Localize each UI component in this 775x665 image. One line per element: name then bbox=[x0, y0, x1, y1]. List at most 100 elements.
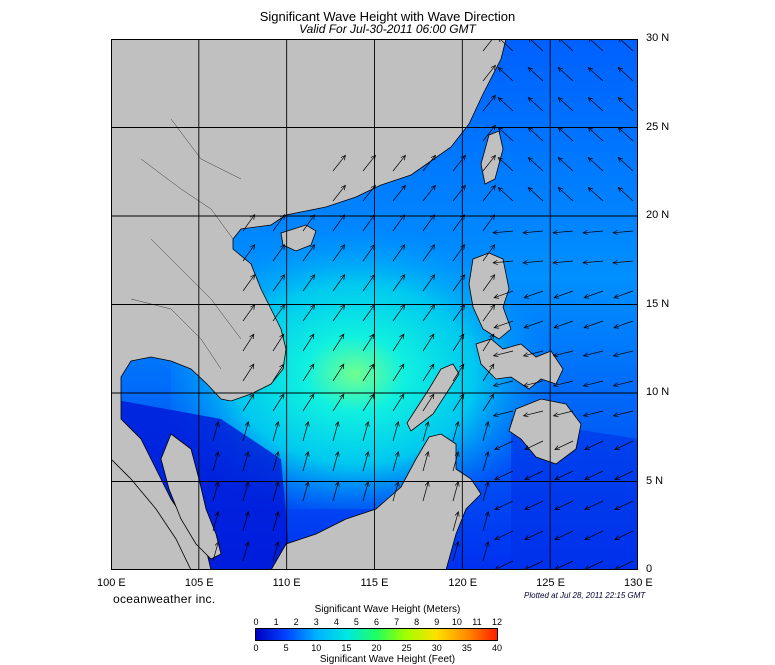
direction-arrow bbox=[392, 214, 406, 232]
direction-arrow bbox=[362, 420, 370, 442]
colorbar-feet-tick: 30 bbox=[431, 643, 442, 653]
colorbar-feet-tick: 35 bbox=[461, 643, 472, 653]
direction-arrow bbox=[272, 244, 286, 262]
direction-arrow bbox=[524, 440, 544, 450]
direction-arrow bbox=[583, 290, 604, 299]
colorbar-meter-tick: 0 bbox=[253, 617, 259, 627]
lat-lon-grid bbox=[111, 39, 638, 570]
direction-arrow bbox=[452, 480, 460, 502]
direction-arrow bbox=[617, 96, 634, 112]
direction-arrow bbox=[557, 66, 574, 82]
colorbar-meter-tick: 1 bbox=[273, 617, 279, 627]
direction-arrow bbox=[617, 126, 634, 142]
direction-arrow bbox=[362, 480, 370, 502]
direction-arrow bbox=[552, 350, 574, 358]
direction-arrow bbox=[362, 274, 376, 292]
direction-arrow bbox=[614, 470, 634, 480]
brand-logo-text: oceanweather inc. bbox=[113, 592, 216, 606]
direction-arrow bbox=[332, 450, 340, 472]
direction-arrow bbox=[422, 333, 435, 352]
direction-arrow bbox=[482, 363, 495, 382]
direction-arrow bbox=[582, 410, 604, 418]
map-title: Significant Wave Height with Wave Direct… bbox=[259, 9, 516, 24]
direction-arrow bbox=[272, 214, 286, 232]
direction-arrow bbox=[587, 66, 604, 82]
latitude-label: 30 N bbox=[646, 32, 670, 44]
colorbar-feet-tick: 25 bbox=[401, 643, 412, 653]
taiwan-island bbox=[480, 130, 504, 185]
direction-arrow bbox=[587, 156, 604, 172]
direction-arrow bbox=[302, 274, 316, 292]
direction-arrow bbox=[392, 274, 406, 292]
direction-arrow bbox=[557, 156, 574, 172]
direction-arrow bbox=[332, 333, 345, 352]
luzon-island bbox=[468, 252, 512, 340]
direction-arrow bbox=[523, 320, 544, 329]
direction-arrow bbox=[614, 440, 634, 450]
direction-arrow bbox=[272, 510, 280, 532]
direction-arrow bbox=[452, 393, 465, 412]
direction-arrow bbox=[362, 214, 376, 232]
direction-arrow bbox=[302, 480, 310, 502]
direction-arrow bbox=[492, 380, 514, 388]
direction-arrow bbox=[554, 500, 574, 510]
direction-arrow bbox=[362, 244, 376, 262]
plotted-timestamp: Plotted at Jul 28, 2011 22:15 GMT bbox=[524, 591, 646, 600]
direction-arrow bbox=[582, 259, 604, 265]
direction-arrow bbox=[332, 480, 340, 502]
direction-arrow bbox=[482, 510, 490, 532]
direction-arrow bbox=[527, 186, 544, 202]
direction-arrow bbox=[587, 126, 604, 142]
colorbar-meter-tick: 8 bbox=[414, 617, 420, 627]
direction-arrow bbox=[362, 304, 376, 322]
malay-peninsula bbox=[160, 433, 222, 560]
direction-arrow bbox=[212, 420, 220, 442]
direction-arrow bbox=[552, 229, 574, 235]
longitude-label: 105 E bbox=[184, 577, 214, 589]
direction-arrow bbox=[613, 290, 634, 299]
colorbar-meter-tick: 12 bbox=[491, 617, 503, 627]
hainan-island bbox=[280, 224, 317, 252]
direction-arrow bbox=[497, 126, 514, 142]
direction-arrow bbox=[552, 259, 574, 265]
direction-arrow bbox=[212, 480, 220, 502]
direction-arrow bbox=[553, 320, 574, 329]
colorbar-meter-tick: 5 bbox=[353, 617, 359, 627]
colorbar-meter-tick: 2 bbox=[293, 617, 299, 627]
direction-arrow bbox=[524, 500, 544, 510]
direction-arrow bbox=[332, 214, 346, 232]
direction-arrow bbox=[522, 229, 544, 235]
direction-arrow bbox=[272, 333, 285, 352]
direction-arrow bbox=[242, 304, 256, 322]
direction-arrow bbox=[482, 124, 496, 142]
direction-arrow bbox=[523, 290, 544, 299]
direction-arrow bbox=[584, 530, 604, 540]
direction-arrow bbox=[557, 186, 574, 202]
direction-arrow bbox=[583, 320, 604, 329]
direction-arrow bbox=[212, 510, 220, 532]
map-subtitle: Valid For Jul-30-2011 06:00 GMT bbox=[299, 22, 476, 36]
direction-arrow bbox=[582, 380, 604, 388]
direction-arrow bbox=[242, 393, 255, 412]
direction-arrow bbox=[302, 450, 310, 472]
longitude-label: 115 E bbox=[360, 577, 389, 589]
direction-arrow bbox=[452, 363, 465, 382]
direction-arrow bbox=[422, 450, 430, 472]
direction-arrow bbox=[272, 480, 280, 502]
direction-arrow bbox=[272, 393, 285, 412]
direction-arrow bbox=[527, 126, 544, 142]
direction-arrow bbox=[557, 126, 574, 142]
direction-arrow bbox=[522, 259, 544, 265]
direction-arrow bbox=[392, 244, 406, 262]
wave-direction-arrows bbox=[212, 39, 634, 570]
direction-arrow bbox=[422, 244, 436, 262]
colorbar-feet-tick: 20 bbox=[371, 643, 382, 653]
latitude-label: 5 N bbox=[646, 474, 664, 487]
direction-arrow bbox=[422, 274, 436, 292]
direction-arrow bbox=[552, 380, 574, 388]
direction-arrow bbox=[492, 410, 514, 418]
direction-arrow bbox=[492, 259, 514, 265]
direction-arrow bbox=[332, 154, 346, 172]
direction-arrow bbox=[494, 500, 514, 510]
direction-arrow bbox=[392, 450, 400, 472]
